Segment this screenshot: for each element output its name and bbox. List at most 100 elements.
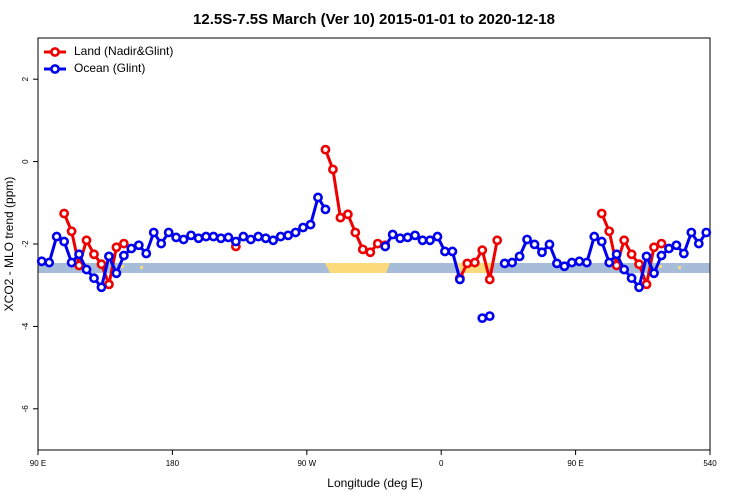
- data-point: [66, 257, 77, 268]
- data-point: [96, 259, 107, 270]
- data-point: [74, 249, 84, 260]
- data-point: [81, 264, 92, 275]
- data-point: [626, 273, 637, 284]
- data-point: [89, 249, 99, 260]
- data-point: [656, 250, 667, 261]
- legend-marker: [50, 47, 60, 57]
- data-point: [171, 232, 182, 243]
- data-point: [216, 233, 226, 244]
- data-point: [290, 227, 301, 238]
- data-point: [649, 242, 659, 253]
- data-point: [186, 230, 196, 241]
- y-tick-label: -2: [21, 240, 30, 248]
- data-point: [118, 250, 129, 261]
- data-point: [454, 274, 465, 285]
- legend-marker: [50, 64, 60, 74]
- data-point: [619, 235, 630, 246]
- data-point: [634, 259, 644, 270]
- data-point: [335, 212, 346, 223]
- data-point: [350, 227, 361, 238]
- data-point: [74, 260, 84, 271]
- y-tick-label: 2: [21, 76, 30, 81]
- y-tick-label: -4: [21, 322, 30, 330]
- data-point: [514, 251, 525, 262]
- data-point: [380, 241, 391, 252]
- data-point: [208, 231, 219, 242]
- data-point: [693, 238, 704, 249]
- plot-layer: 90 E 180 90 W 0 90 E 540 -6 -4 -2 0 2 Land (Nadir&G…: [21, 44, 717, 468]
- data-point: [59, 208, 70, 219]
- data-point: [253, 231, 264, 242]
- data-point: [634, 282, 644, 293]
- x-axis-label: Longitude (deg E): [327, 476, 422, 490]
- data-point: [44, 257, 55, 268]
- data-point: [298, 222, 308, 233]
- data-point: [447, 246, 458, 257]
- data-point: [596, 236, 607, 247]
- data-point: [552, 258, 562, 269]
- data-point: [141, 248, 152, 259]
- data-point: [178, 234, 189, 245]
- data-point: [163, 227, 174, 238]
- data-point: [425, 235, 435, 246]
- data-point: [230, 236, 241, 247]
- x-tick-label: 0: [439, 459, 444, 468]
- data-point: [641, 279, 652, 290]
- data-point: [245, 234, 256, 245]
- data-point: [462, 258, 473, 269]
- data-point: [656, 238, 667, 249]
- data-point: [148, 227, 159, 238]
- data-point: [283, 230, 294, 241]
- data-point: [537, 247, 547, 258]
- data-point: [664, 243, 674, 254]
- data-point: [328, 164, 338, 175]
- data-point: [522, 234, 532, 245]
- data-point: [574, 256, 585, 267]
- data-point: [111, 268, 122, 279]
- data-point: [701, 227, 712, 238]
- data-point: [619, 264, 630, 275]
- x-tick-label: 90 E: [30, 459, 46, 468]
- x-tick-label: 90 W: [297, 459, 316, 468]
- y-tick-label: -6: [21, 405, 30, 413]
- x-tick-label: 540: [703, 459, 717, 468]
- data-point: [201, 231, 211, 242]
- data-point: [387, 229, 398, 240]
- legend-label: Ocean (Glint): [74, 61, 145, 75]
- data-point: [477, 245, 488, 256]
- data-point: [626, 249, 637, 260]
- data-point: [410, 230, 420, 241]
- data-point: [126, 243, 137, 254]
- data-point: [372, 238, 383, 249]
- data-point: [507, 257, 518, 268]
- data-point: [96, 282, 107, 293]
- data-point: [611, 249, 622, 260]
- data-point: [589, 231, 600, 242]
- data-point: [611, 260, 622, 271]
- data-point: [641, 251, 652, 262]
- data-point: [596, 208, 607, 219]
- data-point: [529, 239, 540, 250]
- data-point: [417, 235, 428, 246]
- data-point: [260, 233, 271, 244]
- data-point: [313, 192, 323, 203]
- data-point: [118, 238, 129, 249]
- data-point: [671, 240, 682, 251]
- data-point: [320, 204, 331, 215]
- data-point: [484, 311, 495, 321]
- data-point: [193, 233, 204, 244]
- data-point: [238, 231, 249, 242]
- data-point: [104, 279, 114, 290]
- data-point: [365, 247, 376, 258]
- data-point: [268, 235, 279, 246]
- data-point: [604, 257, 615, 268]
- data-point: [275, 231, 286, 242]
- data-point: [156, 238, 167, 249]
- data-point: [484, 274, 495, 285]
- data-point: [357, 244, 368, 255]
- data-point: [581, 257, 592, 268]
- y-axis-label: XCO2 - MLO trend (ppm): [2, 177, 16, 312]
- data-point: [469, 257, 480, 268]
